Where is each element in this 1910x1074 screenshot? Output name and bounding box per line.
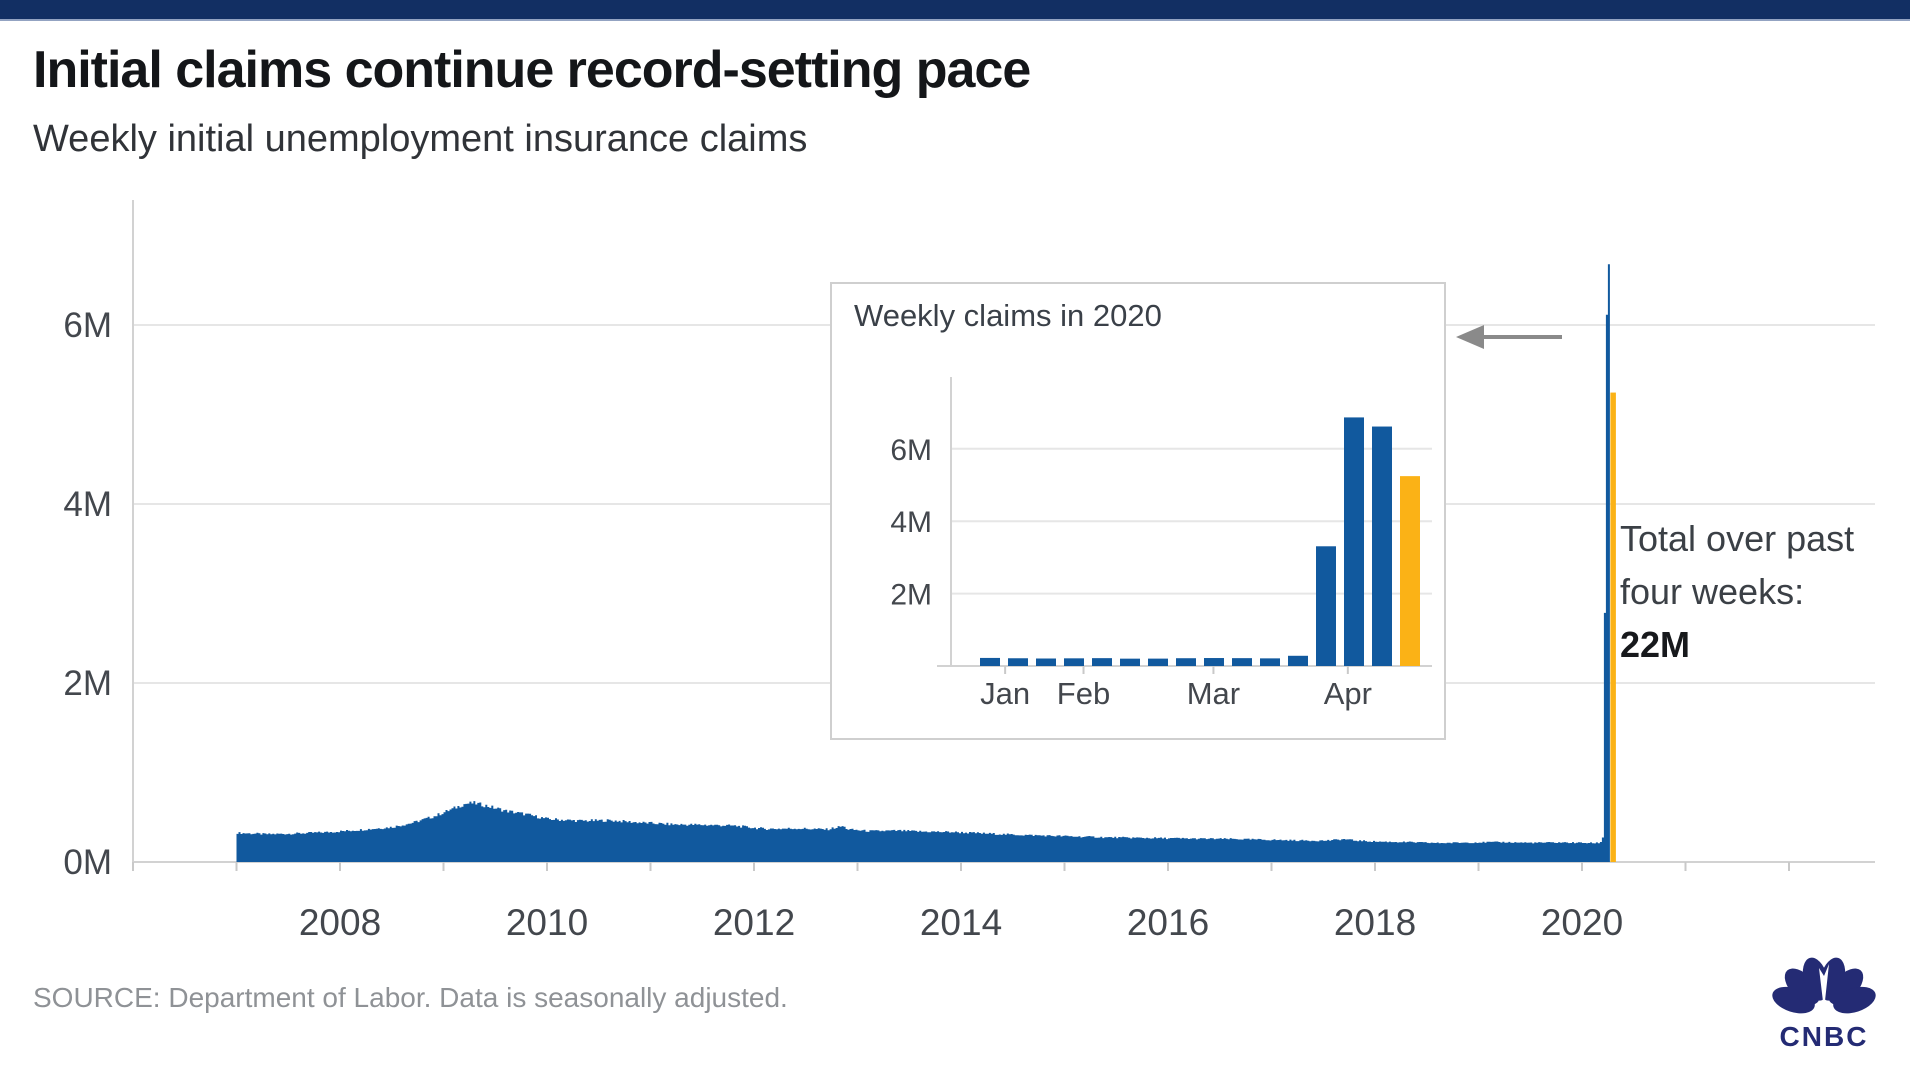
inset-bar-dec-28 xyxy=(980,657,1000,666)
x-tick-label-2008: 2008 xyxy=(299,902,381,943)
inset-month-label-Feb: Feb xyxy=(1057,676,1110,711)
inset-bar-jan-11 xyxy=(1036,658,1056,666)
x-tick-label-2010: 2010 xyxy=(506,902,588,943)
inset-bar-feb-8 xyxy=(1148,658,1168,666)
cnbc-wordmark: CNBC xyxy=(1780,1021,1869,1052)
page-subtitle: Weekly initial unemployment insurance cl… xyxy=(33,118,808,160)
inset-chart-title: Weekly claims in 2020 xyxy=(854,298,1162,333)
inset-chart-panel: Weekly claims in 2020 2M 4M 6M Jan Feb Mar Apr xyxy=(830,282,1446,740)
inset-bar-mar-21 xyxy=(1316,546,1336,666)
inset-bar-feb-1 xyxy=(1120,658,1140,666)
inset-chart: 2M 4M 6M Jan Feb Mar Apr xyxy=(890,377,1432,711)
inset-bar-jan-18 xyxy=(1064,658,1084,666)
inset-y-tick-label-2M: 2M xyxy=(890,579,932,612)
peacock-feather-5 xyxy=(1828,968,1864,1005)
peacock-feather-6 xyxy=(1833,986,1876,1014)
inset-bar-jan-25 xyxy=(1092,658,1112,666)
inset-bar-mar-7 xyxy=(1260,658,1280,666)
peacock-body-gap xyxy=(1819,964,1829,1010)
top-navy-bar xyxy=(0,0,1910,21)
inset-y-tick-label-4M: 4M xyxy=(890,506,932,539)
y-tick-label-0M: 0M xyxy=(63,843,112,882)
source-note: SOURCE: Department of Labor. Data is sea… xyxy=(33,982,788,1013)
y-tick-label-4M: 4M xyxy=(63,485,112,524)
inset-bar-feb-22 xyxy=(1204,658,1224,666)
inset-month-label-Apr: Apr xyxy=(1324,676,1372,711)
x-tick-label-2018: 2018 xyxy=(1334,902,1416,943)
inset-month-label-Jan: Jan xyxy=(980,676,1030,711)
x-tick-label-2014: 2014 xyxy=(920,902,1002,943)
inset-month-label-Mar: Mar xyxy=(1187,676,1240,711)
inset-bar-mar-28 xyxy=(1344,417,1364,666)
peacock-icon xyxy=(1772,957,1876,1014)
page-title: Initial claims continue record-setting p… xyxy=(33,41,1031,99)
x-tick-label-2012: 2012 xyxy=(713,902,795,943)
peacock-feather-2 xyxy=(1784,968,1820,1005)
x-tick-label-2020: 2020 xyxy=(1541,902,1623,943)
inset-bar-apr-4 xyxy=(1372,426,1392,666)
inset-bar-feb-29 xyxy=(1232,658,1252,666)
inset-y-tick-label-6M: 6M xyxy=(890,434,932,467)
y-tick-label-6M: 6M xyxy=(63,306,112,345)
annotation-text: Total over past four weeks: xyxy=(1620,518,1855,612)
annotation-value: 22M xyxy=(1620,624,1691,665)
cnbc-logo: CNBC xyxy=(1772,957,1876,1052)
inset-bar-jan-4 xyxy=(1008,658,1028,666)
inset-bar-mar-14 xyxy=(1288,655,1308,666)
left-arrow-icon xyxy=(1456,325,1484,349)
y-tick-label-2M: 2M xyxy=(63,664,112,703)
x-tick-label-2016: 2016 xyxy=(1127,902,1209,943)
inset-bar-feb-15 xyxy=(1176,658,1196,666)
latest-week-bar-highlight xyxy=(1610,392,1616,862)
inset-bar-apr-11 xyxy=(1400,476,1420,666)
annotation-total-four-weeks: Total over past four weeks: 22M xyxy=(1620,512,1860,671)
